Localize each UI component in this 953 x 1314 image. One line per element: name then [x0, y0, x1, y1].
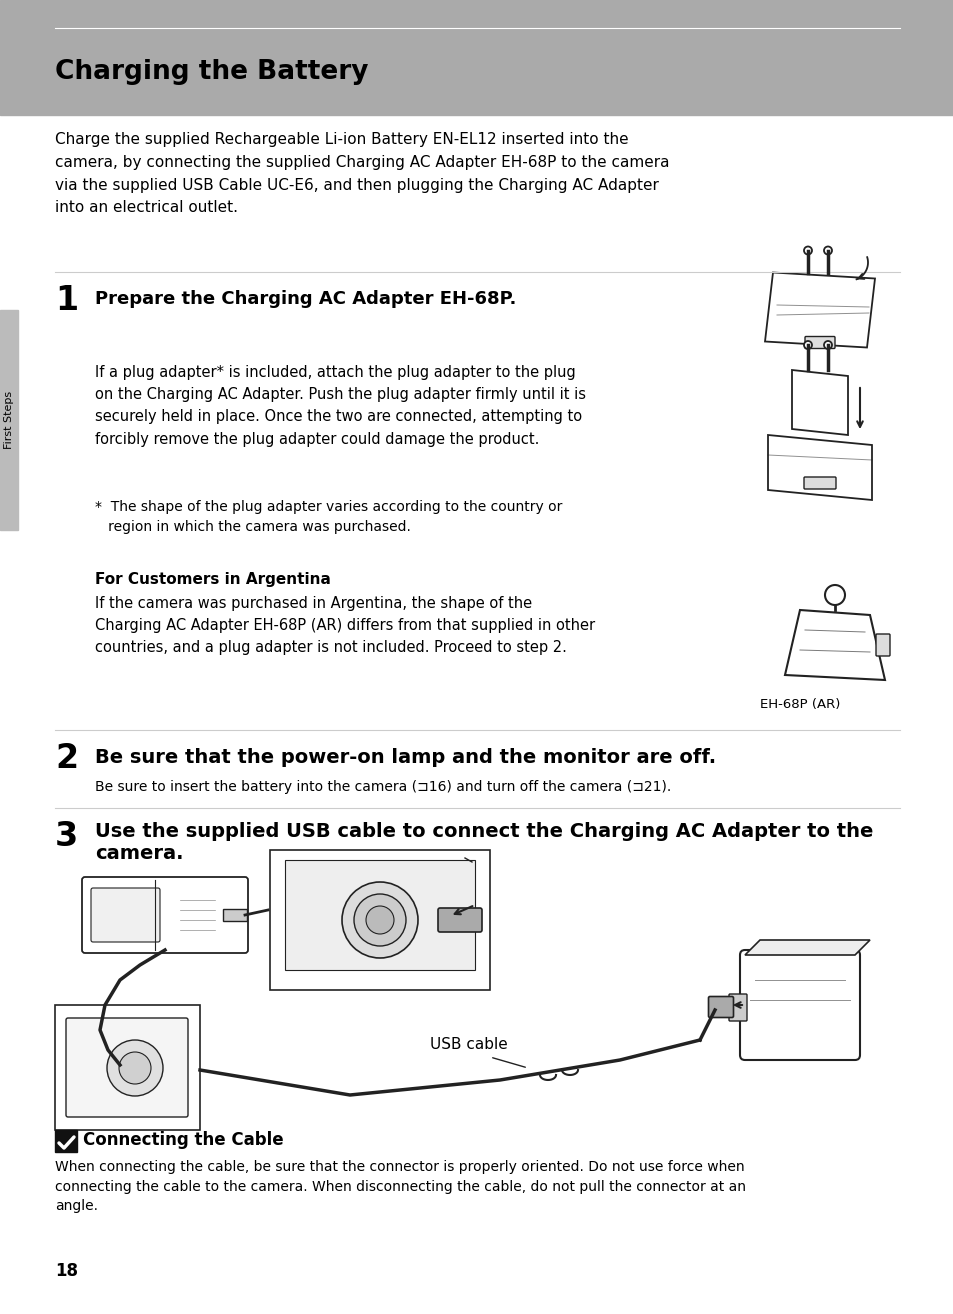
Polygon shape	[767, 435, 871, 501]
FancyBboxPatch shape	[728, 993, 746, 1021]
Text: When connecting the cable, be sure that the connector is properly oriented. Do n: When connecting the cable, be sure that …	[55, 1160, 745, 1213]
Circle shape	[803, 247, 811, 255]
Text: Be sure that the power-on lamp and the monitor are off.: Be sure that the power-on lamp and the m…	[95, 748, 716, 767]
Bar	[270, 850, 490, 989]
Text: 18: 18	[55, 1261, 78, 1280]
Text: Connecting the Cable: Connecting the Cable	[83, 1131, 283, 1148]
Circle shape	[803, 342, 811, 350]
Text: First Steps: First Steps	[4, 392, 14, 449]
Text: For Customers in Argentina: For Customers in Argentina	[95, 572, 331, 587]
Bar	[55, 1130, 77, 1152]
Bar	[285, 859, 475, 970]
Text: *  The shape of the plug adapter varies according to the country or
   region in: * The shape of the plug adapter varies a…	[95, 501, 561, 533]
FancyBboxPatch shape	[82, 876, 248, 953]
Circle shape	[824, 585, 844, 604]
Text: Charge the supplied Rechargeable Li-ion Battery EN-EL12 inserted into the
camera: Charge the supplied Rechargeable Li-ion …	[55, 131, 669, 215]
Circle shape	[119, 1053, 151, 1084]
Polygon shape	[764, 272, 874, 347]
Text: USB cable: USB cable	[430, 1037, 507, 1053]
Circle shape	[107, 1039, 163, 1096]
Circle shape	[823, 342, 831, 350]
FancyBboxPatch shape	[437, 908, 481, 932]
Circle shape	[823, 247, 831, 255]
Text: Charging the Battery: Charging the Battery	[55, 59, 368, 85]
Text: 2: 2	[55, 742, 78, 775]
Polygon shape	[791, 371, 847, 435]
Text: 3: 3	[55, 820, 78, 853]
FancyBboxPatch shape	[740, 950, 859, 1060]
Text: 1: 1	[55, 284, 78, 317]
Text: If a plug adapter* is included, attach the plug adapter to the plug
on the Charg: If a plug adapter* is included, attach t…	[95, 365, 585, 447]
FancyBboxPatch shape	[803, 477, 835, 489]
Bar	[0, 0, 953, 116]
Circle shape	[366, 905, 394, 934]
Bar	[223, 909, 247, 921]
Polygon shape	[784, 610, 884, 681]
Text: Be sure to insert the battery into the camera (⊐16) and turn off the camera (⊐21: Be sure to insert the battery into the c…	[95, 781, 671, 794]
Bar	[55, 1005, 200, 1130]
FancyBboxPatch shape	[66, 1018, 188, 1117]
Circle shape	[354, 894, 406, 946]
Circle shape	[341, 882, 417, 958]
FancyBboxPatch shape	[875, 633, 889, 656]
Polygon shape	[744, 940, 869, 955]
Text: Use the supplied USB cable to connect the Charging AC Adapter to the
camera.: Use the supplied USB cable to connect th…	[95, 823, 872, 863]
Bar	[0, 310, 18, 530]
FancyBboxPatch shape	[91, 888, 160, 942]
FancyBboxPatch shape	[804, 336, 834, 348]
Text: EH-68P (AR): EH-68P (AR)	[759, 698, 840, 711]
Text: Prepare the Charging AC Adapter EH-68P.: Prepare the Charging AC Adapter EH-68P.	[95, 290, 516, 307]
Text: If the camera was purchased in Argentina, the shape of the
Charging AC Adapter E: If the camera was purchased in Argentina…	[95, 597, 595, 656]
FancyBboxPatch shape	[708, 996, 733, 1017]
